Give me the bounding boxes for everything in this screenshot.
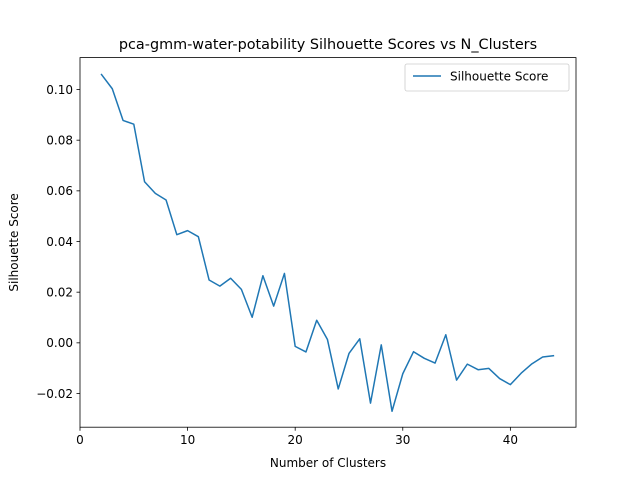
x-tick-label: 40 <box>503 433 518 447</box>
x-tick-label: 0 <box>76 433 84 447</box>
axis-ticks: 0 10 20 30 40 −0.02 0.00 0.02 0.04 0.06 0.08 0.10 <box>36 83 518 447</box>
y-axis-title: Silhouette Score <box>7 193 21 291</box>
chart-title: pca-gmm-water-potability Silhouette Scor… <box>119 37 537 53</box>
y-tick-label: 0.02 <box>46 285 73 299</box>
legend-label: Silhouette Score <box>450 70 548 84</box>
y-tick-label: 0.10 <box>46 83 73 97</box>
x-axis-title: Number of Clusters <box>270 456 386 470</box>
plot-frame <box>79 57 577 428</box>
legend: Silhouette Score <box>404 63 570 92</box>
legend-box <box>404 63 570 92</box>
y-tick-label: 0.06 <box>46 184 73 198</box>
y-tick-label: −0.02 <box>36 387 73 401</box>
y-tick-label: 0.04 <box>46 235 73 249</box>
x-tick-label: 30 <box>395 433 410 447</box>
y-tick-label: 0.08 <box>46 133 73 147</box>
x-tick-label: 10 <box>180 433 195 447</box>
series-layer <box>100 73 555 412</box>
y-tick-label: 0.00 <box>46 336 73 350</box>
series-line-silhouette-score <box>100 73 555 412</box>
plot-area <box>80 57 576 428</box>
x-tick-label: 20 <box>288 433 303 447</box>
